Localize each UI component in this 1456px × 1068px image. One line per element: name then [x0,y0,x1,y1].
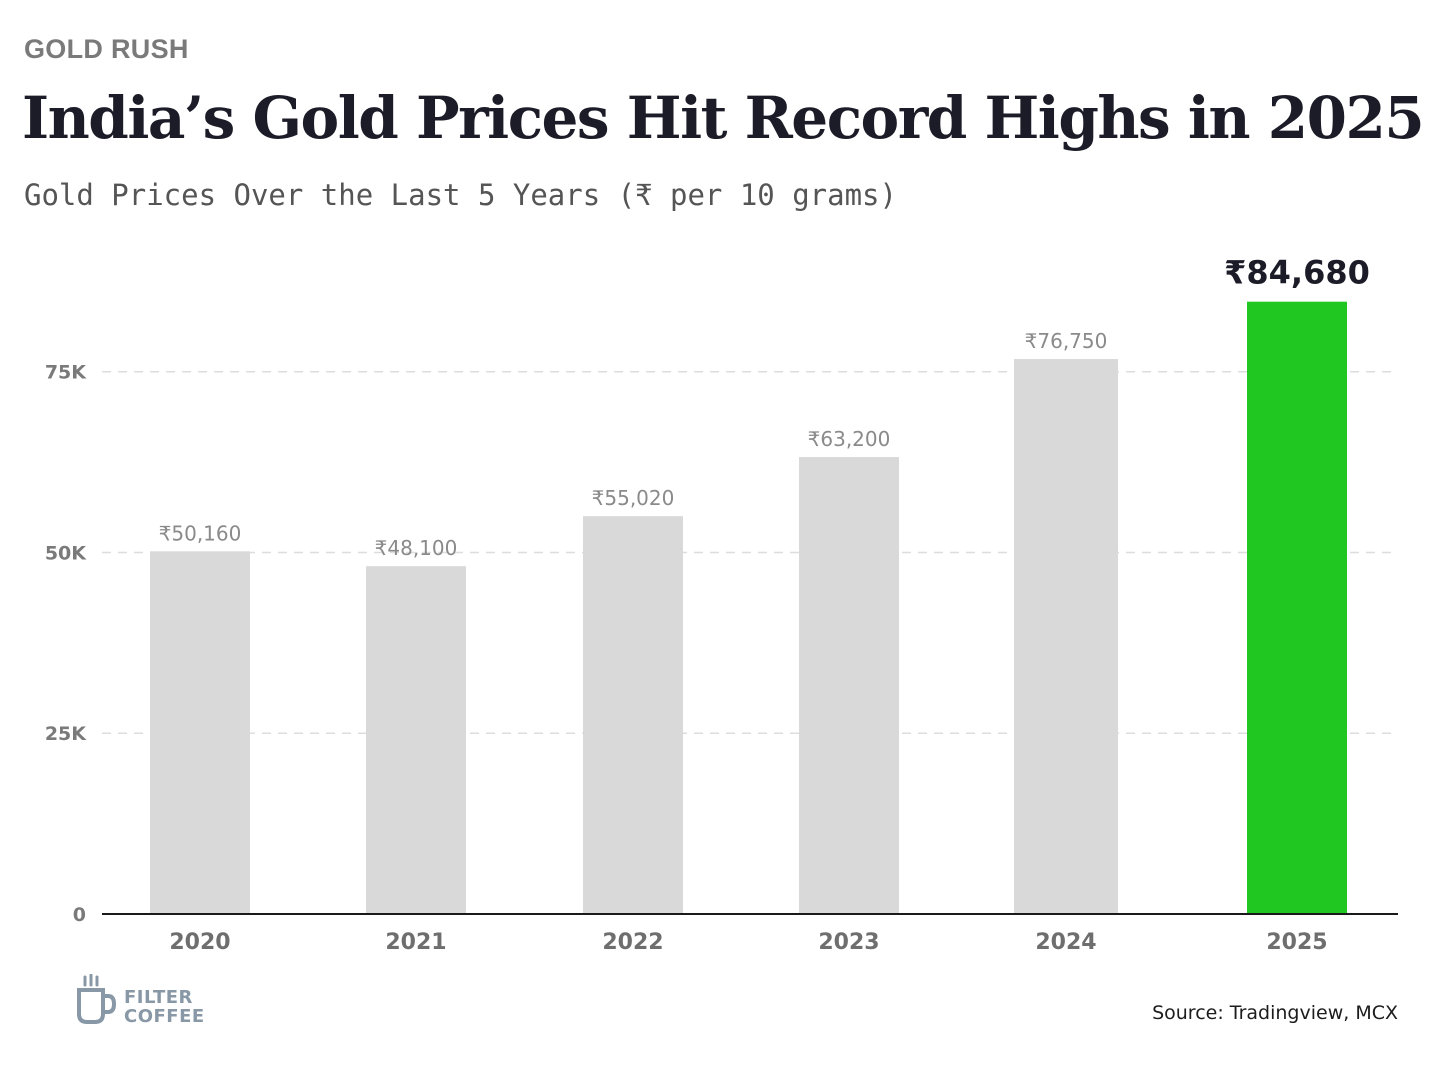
chart-subtitle: Gold Prices Over the Last 5 Years (₹ per… [24,178,897,212]
filter-coffee-logo: FILTER COFFEE [76,974,236,1026]
bar [366,566,466,914]
data-label: ₹55,020 [592,486,675,510]
logo-line1: FILTER [124,987,193,1008]
data-label: ₹76,750 [1025,329,1108,353]
x-tick-label: 2021 [385,930,446,955]
x-tick-label: 2023 [818,930,879,955]
x-tick-label: 2025 [1266,930,1327,955]
data-label: ₹63,200 [808,427,891,451]
y-tick-label: 25K [45,723,87,745]
bar [583,516,683,914]
x-tick-label: 2024 [1035,930,1096,955]
y-tick-label: 0 [73,904,86,926]
bar [799,457,899,914]
y-tick-label: 50K [45,542,87,564]
y-tick-label: 75K [45,362,87,384]
data-label: ₹50,160 [159,521,242,545]
bar [150,551,250,914]
logo-line2: COFFEE [124,1006,205,1027]
x-tick-label: 2022 [602,930,663,955]
chart-title: India’s Gold Prices Hit Record Highs in … [22,84,1425,152]
source-note: Source: Tradingview, MCX [1152,1002,1398,1024]
bar [1247,301,1347,914]
kicker: GOLD RUSH [24,34,189,64]
bar [1014,359,1118,914]
x-tick-label: 2020 [169,930,230,955]
coffee-cup-icon [77,974,117,1024]
data-label: ₹48,100 [375,536,458,560]
data-label: ₹84,680 [1224,254,1370,292]
